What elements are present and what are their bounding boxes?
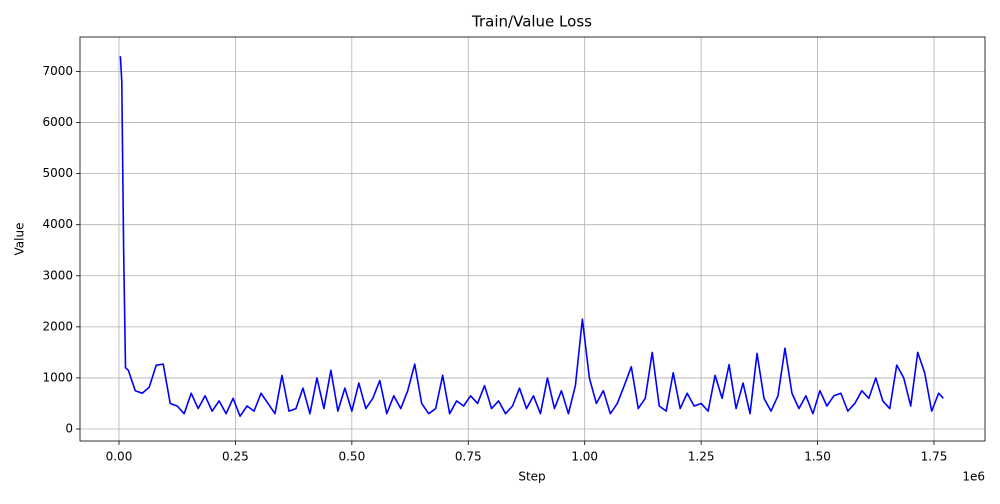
x-axis-label: Step xyxy=(518,470,545,484)
x-tick-label: 1.75 xyxy=(921,450,948,464)
y-tick-label: 5000 xyxy=(42,166,73,180)
y-tick-label: 1000 xyxy=(42,370,73,384)
y-tick-label: 6000 xyxy=(42,115,73,129)
x-tick-label: 0.00 xyxy=(106,450,133,464)
data-line xyxy=(119,56,944,418)
x-tick-label: 0.75 xyxy=(455,450,482,464)
x-tick-label: 0.50 xyxy=(338,450,365,464)
plot-frame xyxy=(79,36,986,442)
chart-title: Train/Value Loss xyxy=(471,13,592,31)
y-axis-label: Value xyxy=(13,223,27,256)
x-tick-label: 1.00 xyxy=(571,450,598,464)
x-offset-text: 1e6 xyxy=(962,470,985,484)
y-tick-label: 0 xyxy=(65,421,73,435)
x-tick-label: 1.50 xyxy=(804,450,831,464)
y-tick-label: 7000 xyxy=(42,64,73,78)
y-tick-label: 4000 xyxy=(42,217,73,231)
y-tick-label: 3000 xyxy=(42,268,73,282)
y-tick-label: 2000 xyxy=(42,319,73,333)
x-tick-label: 1.25 xyxy=(688,450,715,464)
x-tick-label: 0.25 xyxy=(222,450,249,464)
